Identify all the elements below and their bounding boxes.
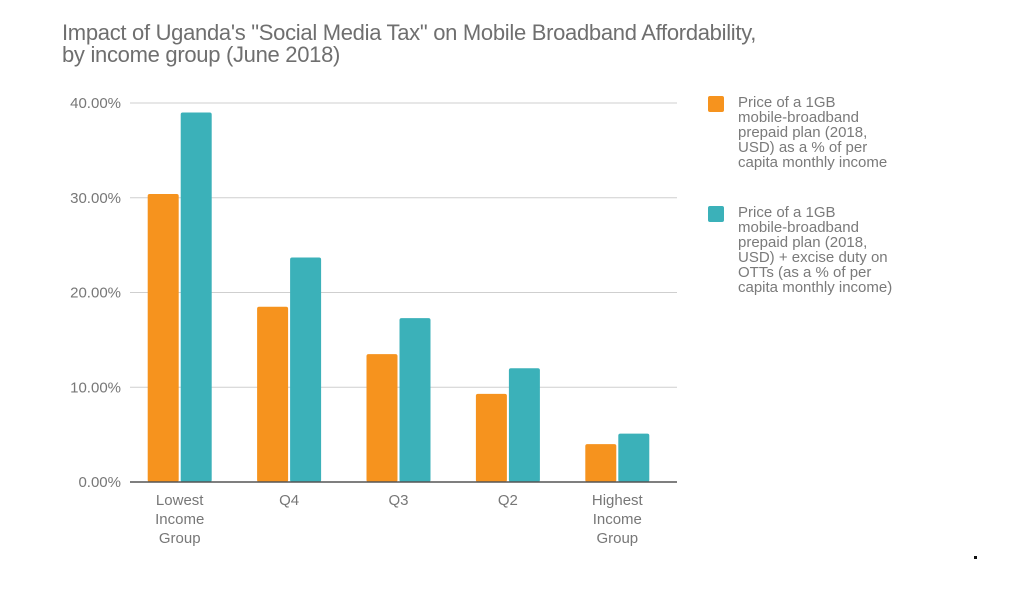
bar-price-with-tax <box>399 318 431 482</box>
y-tick-label: 0.00% <box>78 474 121 491</box>
legend-swatch <box>708 206 724 222</box>
bar-price <box>257 306 289 482</box>
legend-label: Price of a 1GB mobile-broadband prepaid pl… <box>738 205 938 295</box>
legend-label-line: USD) + excise duty on <box>738 249 888 266</box>
x-tick-label: Group <box>596 530 638 547</box>
legend-label-line: capita monthly income <box>738 154 888 171</box>
legend-label-line: Price of a 1GB <box>738 204 836 221</box>
bar-price-with-tax <box>180 112 212 482</box>
bar-price <box>585 444 617 482</box>
x-tick-label: Income <box>155 511 204 528</box>
legend-label-line: Price of a 1GB <box>738 94 836 111</box>
legend-label-line: USD) as a % of per <box>738 139 868 156</box>
x-tick-label: Lowest <box>156 492 204 509</box>
chart-subtitle: by income group (June 2018) <box>62 42 341 67</box>
legend-label-line: prepaid plan (2018, <box>738 124 868 141</box>
legend-label-line: OTTs (as a % of per <box>738 264 872 281</box>
x-tick-label: Q4 <box>279 492 299 509</box>
bar-price-with-tax <box>290 257 322 482</box>
legend-swatch <box>708 96 724 112</box>
legend-item: Price of a 1GB mobile-broadband prepaid pl… <box>708 95 938 170</box>
legend-label-line: prepaid plan (2018, <box>738 234 868 251</box>
y-tick-label: 10.00% <box>70 379 121 396</box>
y-axis-ticks: 0.00% 10.00% 20.00% 30.00% 40.00% <box>70 95 121 491</box>
x-tick-label: Q3 <box>388 492 408 509</box>
bars <box>147 112 650 482</box>
x-tick-label: Income <box>593 511 642 528</box>
x-axis-ticks: Lowest Income Group Q4 Q3 Q2 Highest Income Grou… <box>155 492 643 547</box>
bar-price <box>147 193 179 482</box>
legend-label: Price of a 1GB mobile-broadband prepaid pl… <box>738 95 938 170</box>
legend-item: Price of a 1GB mobile-broadband prepaid pl… <box>708 205 938 295</box>
stray-dot-mark <box>974 556 977 559</box>
legend-label-line: mobile-broadband <box>738 219 859 236</box>
chart-title-line: Impact of Uganda's "Social Media Tax" on… <box>62 20 757 45</box>
y-tick-label: 20.00% <box>70 285 121 302</box>
x-tick-label: Highest <box>592 492 644 509</box>
y-tick-label: 40.00% <box>70 95 121 112</box>
bar-price <box>366 354 398 482</box>
legend-label-line: mobile-broadband <box>738 109 859 126</box>
x-tick-label: Q2 <box>498 492 518 509</box>
bar-price <box>475 393 507 482</box>
chart-title: Impact of Uganda's "Social Media Tax" on… <box>62 22 756 66</box>
x-tick-label: Group <box>159 530 201 547</box>
bar-price-with-tax <box>508 368 540 482</box>
bar-price-with-tax <box>618 433 650 482</box>
legend-label-line: capita monthly income) <box>738 279 893 296</box>
y-tick-label: 30.00% <box>70 190 121 207</box>
